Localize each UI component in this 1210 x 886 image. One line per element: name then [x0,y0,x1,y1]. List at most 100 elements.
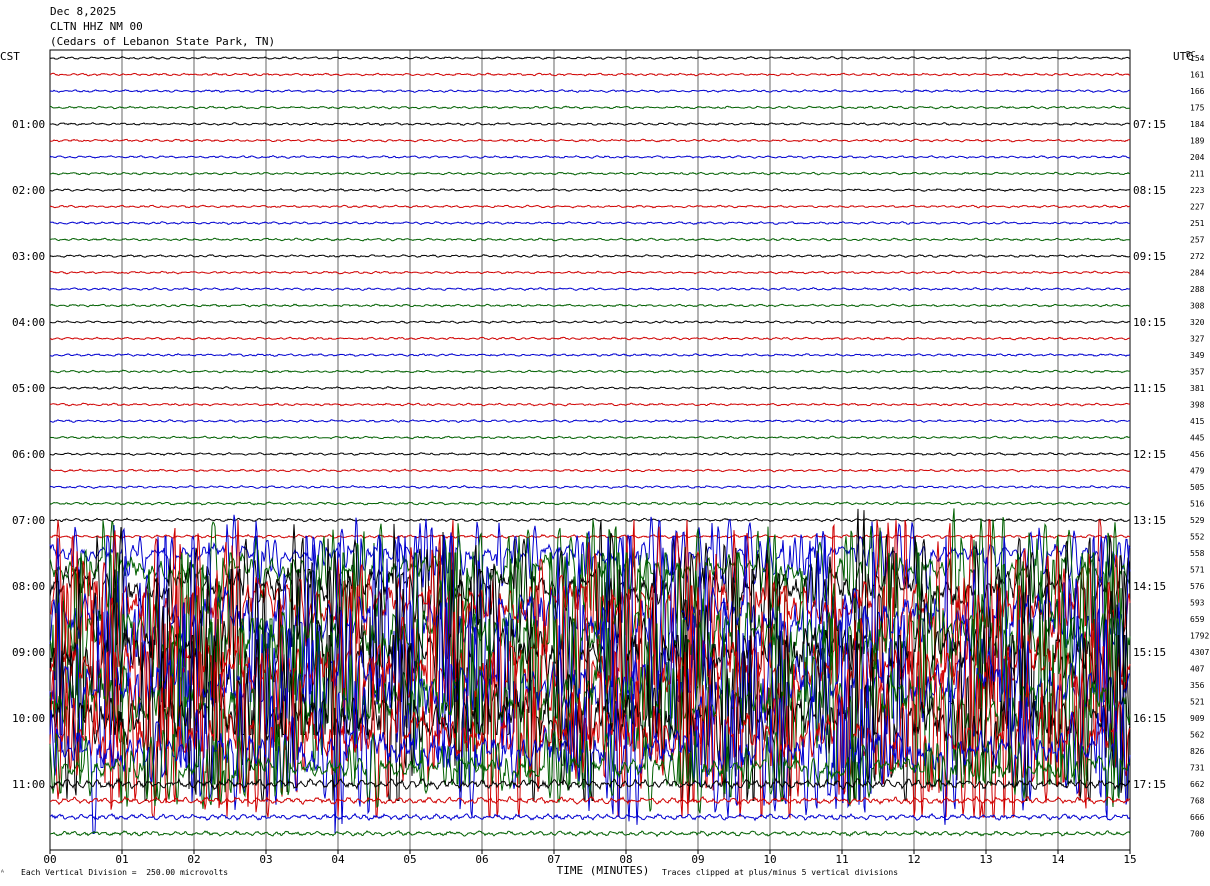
trace-line [49,155,1131,159]
dc-value: 223 [1190,186,1205,195]
left-hour-label: 03:00 [12,250,45,263]
left-hour-label: 06:00 [12,448,45,461]
right-hour-label: 13:15 [1133,514,1166,527]
dc-value: 666 [1190,813,1205,822]
left-hour-label: 05:00 [12,382,45,395]
trace-line [49,72,1131,77]
right-hour-label: 15:15 [1133,646,1166,659]
trace-line [49,552,1131,719]
trace-line [49,55,1131,60]
right-hour-label: 16:15 [1133,712,1166,725]
x-tick-label: 10 [763,853,776,866]
dc-value: 320 [1190,318,1205,327]
trace-line [49,121,1130,126]
station-label: CLTN HHZ NM 00 [50,20,143,33]
left-hour-label: 04:00 [12,316,45,329]
dc-label: DC [1186,50,1196,59]
dc-value: 662 [1190,780,1205,789]
right-hour-label: 17:15 [1133,778,1166,791]
dc-value: 768 [1190,797,1205,806]
axis-labels: 00 01 02 03 04 05 06 07 08 09 10 11 12 13 14 15 154 161 16… [12,54,1209,866]
dc-value: 576 [1190,582,1205,591]
x-tick-label: 11 [835,853,848,866]
plot-frame [49,49,1131,851]
right-hour-label: 09:15 [1133,250,1166,263]
dc-value: 189 [1190,137,1205,146]
trace-line [49,519,1131,687]
x-tick-label: 07 [547,853,560,866]
trace-line [50,320,1131,324]
dc-value: 284 [1190,269,1205,278]
left-hour-label: 01:00 [12,118,45,131]
dc-value: 415 [1190,417,1205,426]
dc-value: 357 [1190,368,1205,377]
x-tick-label: 03 [259,853,272,866]
trace-line [49,353,1131,357]
x-tick-label: 00 [43,853,56,866]
x-axis-label: TIME (MINUTES) [557,864,650,877]
dc-value: 227 [1190,203,1205,212]
left-hour-label: 08:00 [12,580,45,593]
right-hour-label: 07:15 [1133,118,1166,131]
right-hour-label: 12:15 [1133,448,1166,461]
trace-line [49,435,1131,440]
dc-value: 166 [1190,87,1205,96]
trace-line [49,188,1130,192]
dc-value: 505 [1190,483,1205,492]
scale-note: Each Vertical Division = 250.00 microvol… [21,868,229,877]
trace-line [49,204,1131,209]
trace-line [49,452,1131,456]
left-hour-label: 07:00 [12,514,45,527]
trace-line [49,88,1131,93]
dc-value: 398 [1190,401,1205,410]
trace-line [49,270,1131,275]
dc-value: 184 [1190,120,1205,129]
x-tick-label: 13 [979,853,992,866]
dc-value: 211 [1190,170,1205,179]
trace-line [49,369,1131,374]
trace-line [49,237,1131,242]
dc-value: 308 [1190,302,1205,311]
dc-value: 327 [1190,335,1205,344]
dc-value: 4307 [1190,648,1209,657]
trace-line [49,138,1131,143]
trace-line [49,419,1131,423]
trace-line [49,501,1131,506]
dc-value: 562 [1190,731,1205,740]
x-tick-label: 02 [187,853,200,866]
dc-value: 571 [1190,566,1205,575]
x-tick-label: 09 [691,853,704,866]
dc-value: 445 [1190,434,1205,443]
dc-value: 356 [1190,681,1205,690]
corner-mark: ᴬ [0,868,5,877]
location-label: (Cedars of Lebanon State Park, TN) [50,35,276,48]
dc-value: 1792 [1190,632,1209,641]
dc-value: 558 [1190,549,1205,558]
left-timezone-label: CST [0,50,20,63]
trace-line [49,795,1131,806]
trace-line [49,514,1131,591]
dc-value: 593 [1190,599,1205,608]
clip-note: Traces clipped at plus/minus 5 vertical … [662,868,899,877]
dc-value: 251 [1190,219,1205,228]
dc-value: 349 [1190,351,1205,360]
trace-line [50,287,1131,292]
dc-value: 826 [1190,747,1205,756]
trace-line [49,402,1131,407]
dc-value: 161 [1190,71,1205,80]
dc-value: 529 [1190,516,1205,525]
left-hour-label: 09:00 [12,646,45,659]
trace-line [49,484,1131,489]
trace-line [49,254,1131,259]
right-hour-label: 08:15 [1133,184,1166,197]
right-hour-label: 10:15 [1133,316,1166,329]
x-tick-label: 04 [331,853,345,866]
right-timezone-label: UTC [1173,50,1193,63]
trace-line [49,303,1131,308]
x-tick-label: 06 [475,853,488,866]
dc-value: 552 [1190,533,1205,542]
x-tick-label: 12 [907,853,920,866]
trace-line [49,468,1131,473]
dc-value: 659 [1190,615,1205,624]
